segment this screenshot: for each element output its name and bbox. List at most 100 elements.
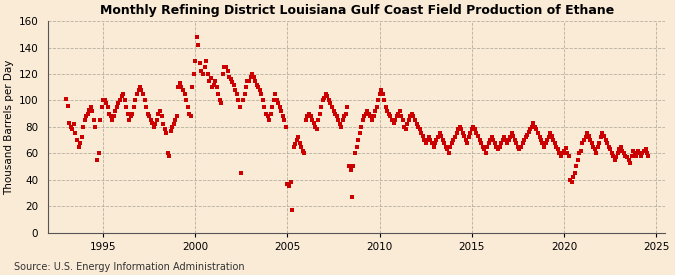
Point xyxy=(200,59,211,63)
Point xyxy=(182,105,193,109)
Point xyxy=(453,127,464,132)
Point xyxy=(199,65,210,70)
Point xyxy=(62,103,73,108)
Point xyxy=(517,141,528,145)
Point xyxy=(292,138,302,142)
Point xyxy=(85,105,96,109)
Point xyxy=(451,131,462,136)
Point xyxy=(99,98,110,103)
Point xyxy=(529,125,540,129)
Point xyxy=(433,135,443,140)
Point xyxy=(238,98,248,103)
Point xyxy=(81,114,92,119)
Point xyxy=(601,141,612,145)
Point xyxy=(487,135,497,140)
Point xyxy=(533,131,543,136)
Point xyxy=(170,118,181,122)
Point xyxy=(117,92,128,96)
Point xyxy=(595,135,606,140)
Point xyxy=(121,105,132,109)
Point xyxy=(232,92,242,96)
Point xyxy=(541,138,552,142)
Point xyxy=(139,98,150,103)
Point xyxy=(171,114,182,119)
Point xyxy=(176,85,187,89)
Point xyxy=(463,135,474,140)
Point xyxy=(181,98,192,103)
Point xyxy=(365,114,376,119)
Point xyxy=(518,138,529,142)
Point xyxy=(577,141,588,145)
Point xyxy=(512,144,523,149)
Point xyxy=(327,105,338,109)
Point xyxy=(594,141,605,145)
Point xyxy=(511,141,522,145)
Point xyxy=(152,118,163,122)
Point xyxy=(119,98,130,103)
Point xyxy=(554,151,565,155)
Point xyxy=(348,164,359,169)
Point xyxy=(466,127,477,132)
Point xyxy=(190,59,200,63)
Point xyxy=(412,125,423,129)
Point xyxy=(274,105,285,109)
Point xyxy=(339,114,350,119)
Point xyxy=(481,151,491,155)
Point xyxy=(159,127,170,132)
Point xyxy=(92,158,103,162)
Point xyxy=(425,138,436,142)
Point xyxy=(423,135,434,140)
Point xyxy=(559,148,570,153)
Point xyxy=(126,114,136,119)
Point xyxy=(505,135,516,140)
Point xyxy=(499,135,510,140)
Point xyxy=(132,92,142,96)
Point xyxy=(251,82,262,87)
Point xyxy=(217,72,228,76)
Point xyxy=(187,85,198,89)
Point xyxy=(394,109,405,113)
Point xyxy=(528,121,539,125)
Point xyxy=(377,92,388,96)
Point xyxy=(213,92,223,96)
Point xyxy=(61,97,72,101)
Point xyxy=(145,118,156,122)
Point xyxy=(359,114,370,119)
Point xyxy=(370,109,381,113)
Point xyxy=(437,138,448,142)
Point xyxy=(556,154,566,158)
Point xyxy=(614,147,625,152)
Point xyxy=(618,151,629,155)
Point xyxy=(623,158,634,162)
Point xyxy=(472,134,483,138)
Point xyxy=(546,134,557,138)
Point xyxy=(246,72,257,76)
Point xyxy=(443,151,454,155)
Point xyxy=(211,85,222,89)
Point xyxy=(113,101,124,105)
Point xyxy=(299,151,310,155)
Point xyxy=(560,146,571,150)
Point xyxy=(506,131,517,136)
Point xyxy=(428,144,439,149)
Point xyxy=(502,141,512,145)
Point xyxy=(315,111,325,116)
Point xyxy=(216,101,227,105)
Point xyxy=(334,122,345,127)
Point xyxy=(325,101,336,105)
Point xyxy=(242,78,253,83)
Point xyxy=(245,75,256,79)
Point xyxy=(563,154,574,158)
Point xyxy=(514,147,525,152)
Point xyxy=(450,135,460,140)
Point xyxy=(179,92,190,96)
Point xyxy=(485,138,495,142)
Point xyxy=(276,109,287,113)
Point xyxy=(569,171,580,175)
Point xyxy=(78,125,88,129)
Point xyxy=(134,85,145,89)
Point xyxy=(148,125,159,129)
Point xyxy=(90,125,101,129)
Point xyxy=(483,141,494,145)
Point xyxy=(408,114,418,119)
